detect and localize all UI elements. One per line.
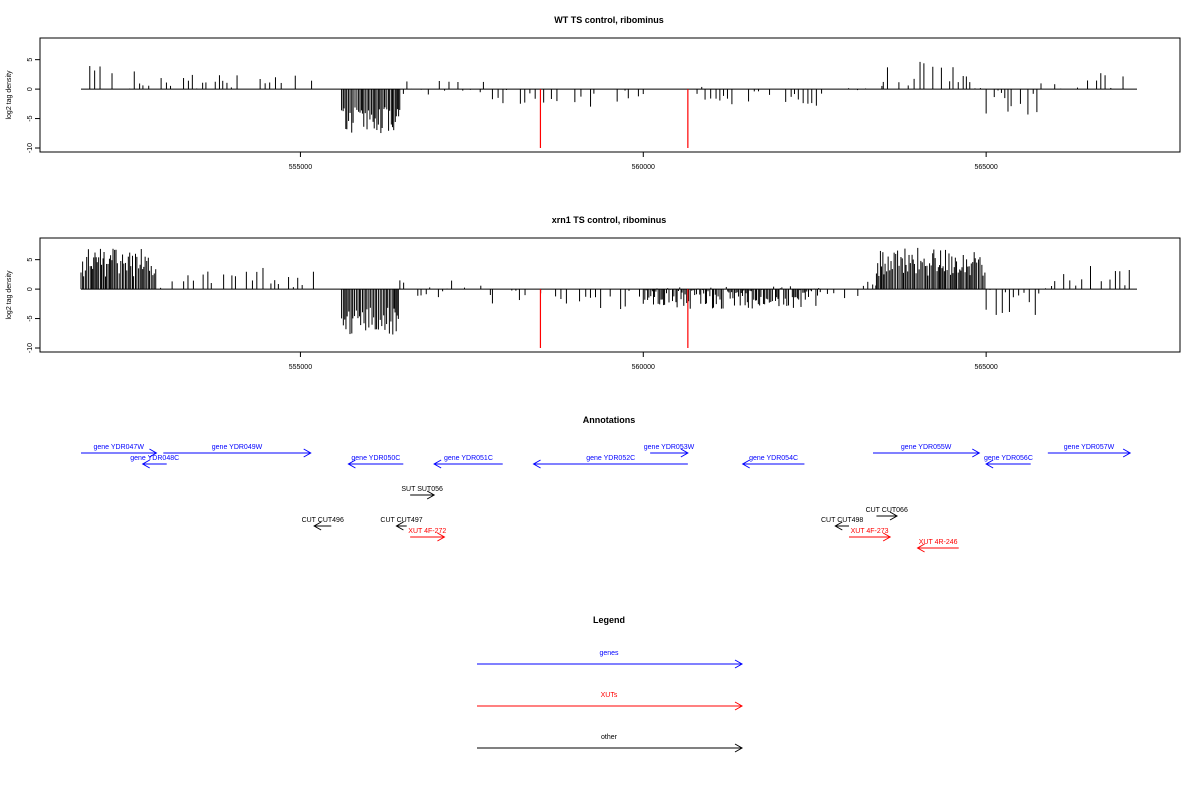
feature-arrow-head — [426, 490, 436, 500]
feature-label: gene YDR057W — [1064, 444, 1115, 451]
feature-gene: gene YDR057W — [1047, 444, 1132, 458]
feature-arrow-head — [1122, 448, 1132, 458]
y-tick-label: 0 — [27, 287, 34, 291]
xrn1-plot-area: 5 0 -5 -10 555000 560000 565000 — [27, 237, 1181, 371]
feature-gene: gene YDR047W — [81, 444, 158, 458]
legend-item-xut: XUTs — [477, 692, 744, 711]
wt-y-axis-label: log2 tag density — [6, 70, 13, 120]
xrn1-density-panel: xrn1 TS control, ribominus log2 tag dens… — [6, 215, 1181, 371]
annotation-features: gene YDR047W gene YDR048C gene YDR049W gene… — [81, 444, 1132, 553]
annotations-title: Annotations — [583, 415, 636, 425]
feature-xut: XUT 4R-246 — [916, 539, 959, 553]
plot-frame — [39, 237, 1181, 353]
feature-label: gene YDR049W — [212, 444, 263, 451]
feature-gene: gene YDR055W — [873, 444, 981, 458]
feature-label: gene YDR054C — [749, 455, 798, 462]
feature-gene: gene YDR052C — [532, 455, 688, 469]
feature-arrow-head — [313, 521, 322, 531]
feature-arrow-head — [882, 532, 892, 542]
feature-label: XUT 4R-246 — [919, 539, 958, 546]
feature-xut: XUT 4F-273 — [849, 528, 892, 542]
feature-label: CUT CUT497 — [380, 517, 422, 524]
feature-arrow-head — [834, 521, 843, 531]
xrn1-panel-title: xrn1 TS control, ribominus — [552, 215, 667, 225]
y-tick-label: -10 — [27, 343, 34, 353]
y-tick-label: 5 — [27, 258, 34, 262]
feature-other: CUT CUT497 — [380, 517, 423, 531]
wt-density-panel: WT TS control, ribominus log2 tag densit… — [6, 15, 1181, 171]
feature-arrow-head — [532, 459, 541, 469]
plot-frame — [39, 37, 1181, 153]
feature-other: CUT CUT496 — [302, 517, 344, 531]
feature-label: gene YDR051C — [444, 455, 493, 462]
legend-label: other — [601, 734, 618, 741]
wt-plot-area: 5 0 -5 -10 555000 560000 565000 — [27, 37, 1181, 171]
feature-arrow-head — [889, 511, 899, 521]
feature-label: XUT 4F-273 — [851, 528, 889, 535]
feature-arrow-head — [149, 448, 158, 458]
feature-label: gene YDR050C — [351, 455, 400, 462]
feature-label: gene YDR056C — [984, 455, 1033, 462]
y-tick-label: 0 — [27, 87, 34, 91]
y-tick-label: 5 — [27, 58, 34, 62]
legend-item-gene: genes — [477, 650, 744, 669]
feature-arrow-head — [395, 521, 404, 531]
x-tick-label: 560000 — [632, 164, 655, 171]
feature-arrow-head — [303, 448, 312, 458]
feature-other: SUT SUT056 — [401, 486, 443, 500]
x-tick-label: 565000 — [974, 364, 997, 371]
feature-label: CUT CUT496 — [302, 517, 344, 524]
wt-panel-title: WT TS control, ribominus — [554, 15, 664, 25]
feature-xut: XUT 4F-272 — [408, 528, 446, 542]
feature-label: gene YDR047W — [93, 444, 144, 451]
feature-label: gene YDR055W — [901, 444, 952, 451]
feature-label: gene YDR052C — [586, 455, 635, 462]
feature-label: gene YDR053W — [644, 444, 695, 451]
y-tick-label: -5 — [27, 115, 34, 121]
x-tick-label: 555000 — [289, 164, 312, 171]
feature-arrow-head — [985, 459, 994, 469]
feature-gene: gene YDR056C — [984, 455, 1033, 469]
feature-label: SUT SUT056 — [401, 486, 443, 493]
feature-arrow-head — [437, 532, 446, 542]
feature-gene: gene YDR051C — [433, 455, 503, 469]
y-tick-label: -10 — [27, 143, 34, 153]
feature-gene: gene YDR053W — [644, 444, 695, 458]
feature-arrow-head — [347, 459, 356, 469]
legend-arrow-head — [734, 701, 744, 711]
feature-label: CUT CUT066 — [866, 507, 908, 514]
feature-other: CUT CUT066 — [866, 507, 908, 521]
legend: Legend genes XUTs other — [477, 615, 744, 753]
legend-label: XUTs — [601, 692, 618, 699]
legend-items: genes XUTs other — [477, 650, 744, 753]
feature-gene: gene YDR050C — [347, 455, 404, 469]
feature-arrow-head — [916, 543, 925, 553]
legend-label: genes — [599, 650, 619, 657]
feature-arrow-head — [741, 459, 750, 469]
feature-label: gene YDR048C — [130, 455, 179, 462]
feature-arrow-head — [433, 459, 442, 469]
feature-arrow-head — [141, 459, 150, 469]
feature-label: CUT CUT498 — [821, 517, 863, 524]
legend-arrow-head — [734, 743, 744, 753]
feature-other: CUT CUT498 — [821, 517, 863, 531]
feature-arrow-head — [972, 448, 981, 458]
feature-gene: gene YDR049W — [163, 444, 312, 458]
x-tick-label: 560000 — [632, 364, 655, 371]
x-tick-label: 565000 — [974, 164, 997, 171]
xrn1-y-axis-label: log2 tag density — [6, 270, 13, 320]
y-tick-label: -5 — [27, 315, 34, 321]
feature-arrow-head — [680, 448, 689, 458]
legend-title: Legend — [593, 615, 625, 625]
legend-arrow-head — [734, 659, 744, 669]
x-tick-label: 555000 — [289, 364, 312, 371]
feature-label: XUT 4F-272 — [408, 528, 446, 535]
feature-gene: gene YDR048C — [130, 455, 179, 469]
feature-gene: gene YDR054C — [741, 455, 805, 469]
legend-item-other: other — [477, 734, 744, 753]
